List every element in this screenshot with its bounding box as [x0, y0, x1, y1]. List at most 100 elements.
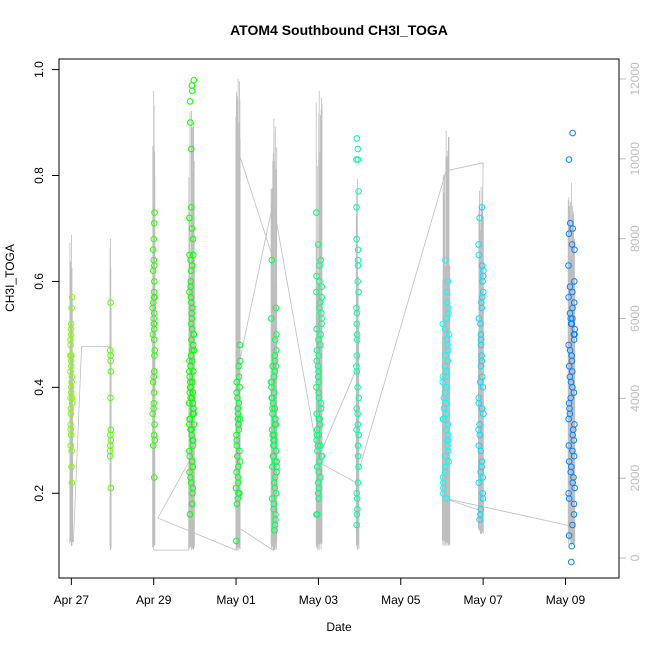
- data-point: [565, 156, 573, 163]
- data-point: [567, 320, 575, 328]
- data-point: [444, 357, 452, 365]
- data-point: [476, 431, 484, 439]
- data-point: [477, 341, 485, 349]
- data-point: [475, 399, 483, 407]
- data-point: [150, 442, 157, 449]
- secondary-y-tick-label: 6000: [628, 305, 642, 332]
- data-point: [569, 288, 576, 296]
- data-point: [355, 463, 362, 471]
- data-point: [570, 437, 578, 444]
- data-point: [439, 415, 447, 423]
- y-tick-label: 0.4: [32, 379, 46, 396]
- data-points: [67, 76, 579, 566]
- data-point: [272, 304, 280, 312]
- data-point: [188, 225, 196, 232]
- data-point: [272, 490, 280, 497]
- data-point: [235, 421, 242, 428]
- data-point: [314, 447, 321, 455]
- data-point: [189, 235, 197, 243]
- data-point: [317, 331, 325, 338]
- data-point: [190, 331, 198, 338]
- data-point: [271, 405, 279, 412]
- data-point: [565, 415, 573, 423]
- data-point: [313, 288, 320, 296]
- data-point: [479, 495, 487, 502]
- data-point: [440, 394, 448, 402]
- plot-frame: [58, 58, 620, 579]
- data-point: [353, 235, 360, 243]
- data-point: [353, 135, 361, 142]
- data-point: [188, 145, 195, 153]
- data-point: [480, 410, 487, 418]
- data-point: [188, 204, 195, 211]
- data-point: [565, 230, 573, 238]
- data-point: [189, 490, 196, 497]
- data-point: [570, 500, 578, 508]
- data-point: [189, 463, 197, 471]
- data-point: [353, 352, 361, 359]
- data-point: [316, 458, 323, 465]
- y-tick-label: 0.6: [32, 273, 46, 290]
- data-point: [317, 341, 324, 349]
- data-point: [190, 251, 197, 259]
- data-point: [149, 246, 157, 253]
- x-tick-label: May 03: [299, 593, 339, 607]
- data-point: [354, 479, 362, 487]
- data-point: [315, 394, 323, 402]
- data-point: [353, 156, 360, 163]
- data-point: [355, 288, 362, 296]
- data-point: [568, 241, 576, 248]
- data-point: [441, 325, 449, 333]
- x-tick-label: May 01: [216, 593, 256, 607]
- data-point: [569, 129, 576, 137]
- data-point: [442, 352, 449, 359]
- data-point: [186, 214, 193, 222]
- data-point: [313, 325, 321, 333]
- data-point: [443, 315, 450, 322]
- data-point: [188, 87, 196, 95]
- data-point: [68, 479, 76, 487]
- data-point: [568, 368, 576, 375]
- data-point: [439, 320, 447, 328]
- data-point: [234, 452, 241, 460]
- data-point: [272, 421, 280, 428]
- data-point: [355, 394, 363, 402]
- data-point: [68, 362, 75, 370]
- data-point: [444, 278, 452, 285]
- data-point: [68, 304, 75, 312]
- data-point: [269, 463, 276, 471]
- data-point: [67, 410, 75, 418]
- data-point: [565, 532, 573, 539]
- data-point: [565, 262, 572, 269]
- y-tick-label: 1.0: [32, 61, 46, 78]
- data-point: [318, 320, 325, 328]
- data-point: [571, 246, 578, 253]
- secondary-y-tick-label: 4000: [628, 385, 642, 412]
- data-point: [353, 368, 361, 375]
- data-point: [567, 468, 575, 476]
- data-point: [187, 267, 195, 275]
- data-point: [571, 278, 578, 285]
- data-point: [236, 384, 243, 391]
- data-point: [313, 209, 320, 216]
- data-point: [354, 452, 362, 460]
- data-point: [569, 304, 576, 312]
- data-point: [443, 288, 451, 296]
- secondary-y-tick-label: 10000: [628, 142, 642, 176]
- data-point: [107, 299, 114, 306]
- data-point: [106, 452, 114, 460]
- data-point: [354, 145, 362, 153]
- data-point: [568, 558, 575, 566]
- data-point: [479, 474, 487, 481]
- data-point: [354, 442, 362, 449]
- x-tick-label: May 07: [463, 593, 503, 607]
- data-point: [353, 495, 361, 502]
- data-point: [68, 294, 76, 301]
- data-point: [190, 421, 198, 428]
- secondary-y-tick-label: 0: [628, 554, 642, 561]
- data-point: [569, 521, 576, 529]
- secondary-y-tick-label: 2000: [628, 465, 642, 492]
- data-point: [317, 405, 325, 412]
- data-point: [476, 214, 483, 222]
- data-point: [272, 447, 280, 455]
